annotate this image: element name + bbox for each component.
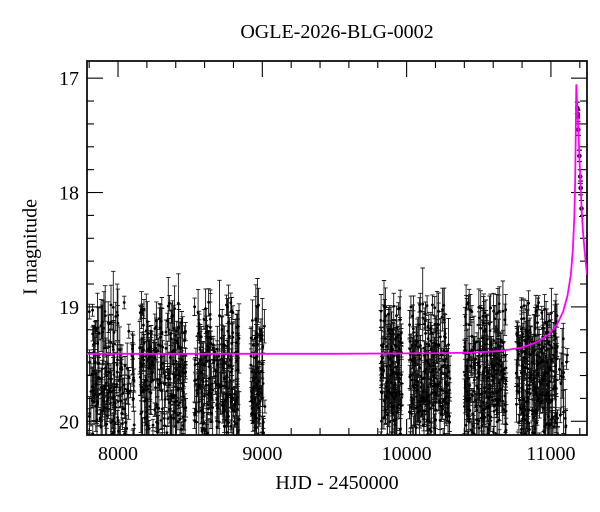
x-tick-label: 10000 [382,443,432,465]
y-tick-label: 18 [59,183,79,205]
chart-title: OGLE-2026-BLG-0002 [240,21,434,43]
y-tick-label: 19 [59,297,79,319]
model-curve [87,84,587,355]
x-tick-label: 11000 [526,443,575,465]
tick-labels: 17 18 19 20 8000 9000 10000 11000 [59,68,576,465]
error-bars [87,267,570,435]
photometry-dots [87,300,569,435]
x-tick-label: 8000 [98,443,138,465]
x-axis-label: HJD - 2450000 [275,472,399,494]
axis-frame [86,60,588,436]
x-tick-label: 9000 [242,443,282,465]
y-tick-label: 17 [59,68,79,90]
data-points [87,267,570,435]
y-tick-label: 20 [59,411,79,433]
